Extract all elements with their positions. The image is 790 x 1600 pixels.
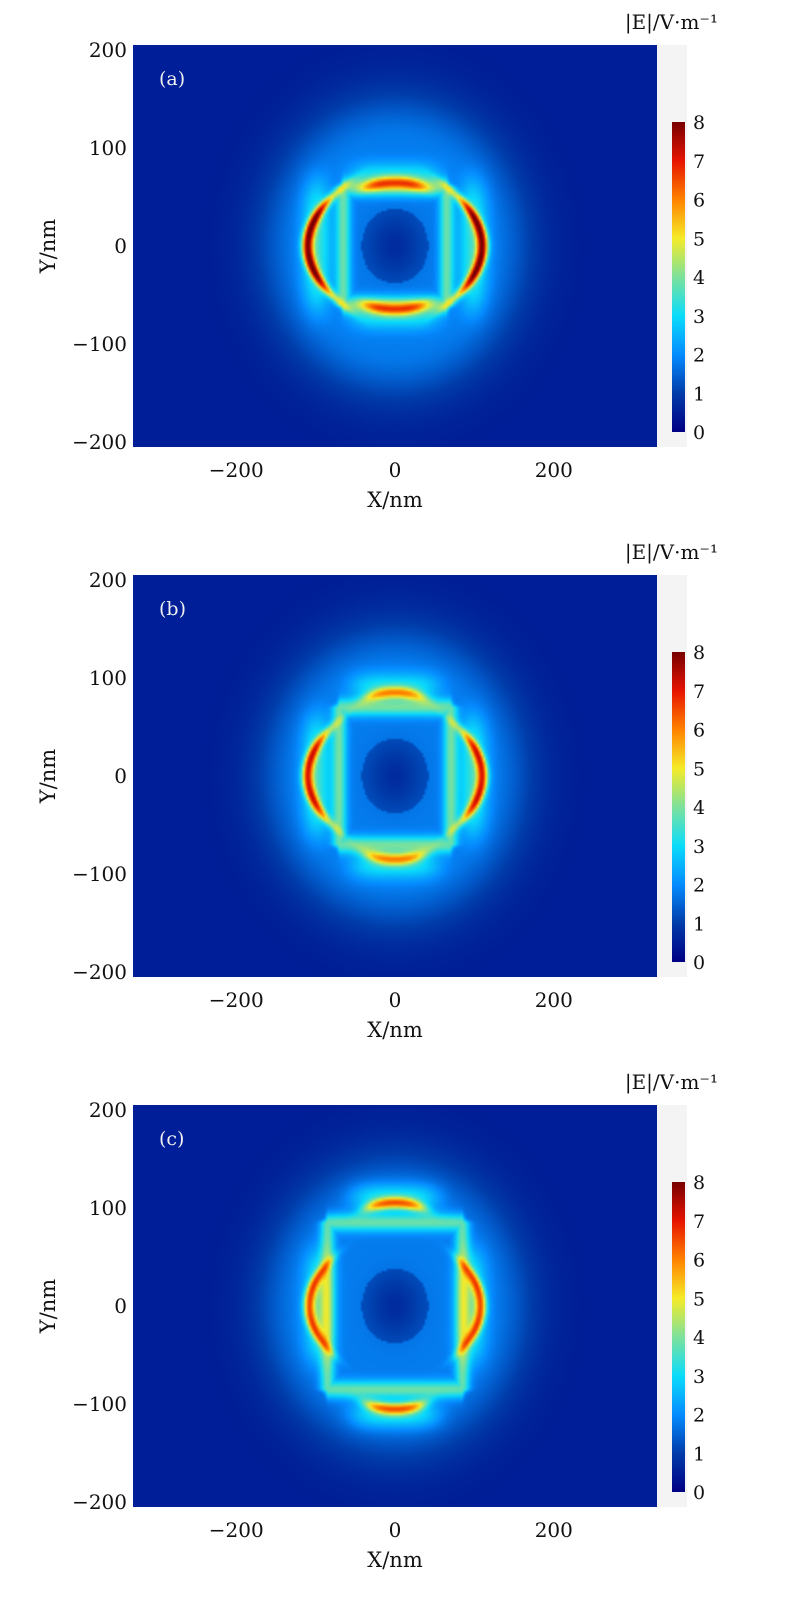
colorbar-tick-label: 6 [693, 1250, 705, 1272]
y-tick-label: 200 [89, 1098, 127, 1122]
colorbar-tick-label: 8 [693, 112, 705, 134]
y-tick-label: 0 [114, 764, 127, 788]
colorbar-tick-label: 1 [693, 383, 705, 405]
x-tick-label: 200 [535, 1518, 573, 1542]
y-tick-label: 100 [89, 1196, 127, 1220]
y-tick-label: −100 [72, 1392, 127, 1416]
colorbar-unit-label: |E|/V·m⁻¹ [625, 540, 718, 565]
field-intensity-map [133, 575, 657, 977]
colorbar-tick-label: 8 [693, 642, 705, 664]
x-tick-label: 0 [389, 988, 402, 1012]
colorbar [672, 652, 685, 962]
heatmap-chart: (b) −200 0 200 200 100 0 −100 −200 X/nm Y/nm 0 1 2 3 4 5… [36, 540, 718, 1042]
heatmap-chart: (a) −200 0 200 200 100 0 −100 −200 X/nm Y/nm 0 1 2 3 4 5… [36, 10, 718, 512]
panel-label: (a) [159, 68, 185, 90]
field-map-panel-b: (b) −200 0 200 200 100 0 −100 −200 X/nm Y/nm 0 1 2 3 4 5… [0, 530, 790, 1064]
colorbar-tick-label: 7 [693, 1211, 705, 1233]
colorbar-tick-label: 3 [693, 836, 705, 858]
colorbar-tick-label: 0 [693, 1482, 705, 1504]
heatmap-chart: (c) −200 0 200 200 100 0 −100 −200 X/nm Y/nm 0 1 2 3 4 5… [36, 1070, 718, 1572]
colorbar-tick-label: 8 [693, 1172, 705, 1194]
y-tick-label: 100 [89, 136, 127, 160]
y-tick-label: −200 [72, 1490, 127, 1514]
panel-label: (c) [159, 1128, 184, 1150]
y-axis-label: Y/nm [36, 1279, 60, 1334]
colorbar-tick-label: 2 [693, 1405, 705, 1427]
colorbar-tick-label: 7 [693, 681, 705, 703]
colorbar-tick-label: 1 [693, 913, 705, 935]
colorbar [672, 1182, 685, 1492]
colorbar-tick-label: 4 [693, 797, 705, 819]
colorbar-tick-label: 2 [693, 875, 705, 897]
y-axis-label: Y/nm [36, 749, 60, 804]
x-tick-label: −200 [209, 458, 264, 482]
x-axis-label: X/nm [367, 1548, 423, 1572]
y-axis-label: Y/nm [36, 219, 60, 274]
colorbar-tick-label: 5 [693, 1288, 705, 1310]
x-tick-label: 200 [535, 458, 573, 482]
x-axis-label: X/nm [367, 488, 423, 512]
y-tick-label: −200 [72, 430, 127, 454]
field-map-panel-c: (c) −200 0 200 200 100 0 −100 −200 X/nm Y/nm 0 1 2 3 4 5… [0, 1060, 790, 1594]
colorbar-tick-label: 4 [693, 267, 705, 289]
y-tick-label: −200 [72, 960, 127, 984]
colorbar-tick-label: 6 [693, 720, 705, 742]
x-tick-label: 200 [535, 988, 573, 1012]
colorbar-tick-label: 3 [693, 1366, 705, 1388]
colorbar-tick-label: 5 [693, 228, 705, 250]
colorbar-tick-label: 4 [693, 1327, 705, 1349]
colorbar-tick-label: 5 [693, 758, 705, 780]
x-tick-label: −200 [209, 1518, 264, 1542]
x-tick-label: −200 [209, 988, 264, 1012]
colorbar-tick-label: 1 [693, 1443, 705, 1465]
x-tick-label: 0 [389, 458, 402, 482]
y-tick-label: 0 [114, 234, 127, 258]
x-axis-label: X/nm [367, 1018, 423, 1042]
colorbar [672, 122, 685, 432]
y-tick-label: 200 [89, 568, 127, 592]
y-tick-label: −100 [72, 862, 127, 886]
colorbar-tick-label: 6 [693, 190, 705, 212]
colorbar-tick-label: 2 [693, 345, 705, 367]
panel-label: (b) [159, 598, 186, 620]
y-tick-label: −100 [72, 332, 127, 356]
colorbar-unit-label: |E|/V·m⁻¹ [625, 1070, 718, 1095]
colorbar-tick-label: 0 [693, 422, 705, 444]
colorbar-tick-label: 0 [693, 952, 705, 974]
y-tick-label: 200 [89, 38, 127, 62]
y-tick-label: 0 [114, 1294, 127, 1318]
colorbar-tick-label: 3 [693, 306, 705, 328]
field-map-panel-a: (a) −200 0 200 200 100 0 −100 −200 X/nm Y/nm 0 1 2 3 4 5… [0, 0, 790, 534]
x-tick-label: 0 [389, 1518, 402, 1542]
field-intensity-map [133, 1105, 657, 1507]
colorbar-tick-label: 7 [693, 151, 705, 173]
colorbar-unit-label: |E|/V·m⁻¹ [625, 10, 718, 35]
field-intensity-map [133, 45, 657, 447]
y-tick-label: 100 [89, 666, 127, 690]
